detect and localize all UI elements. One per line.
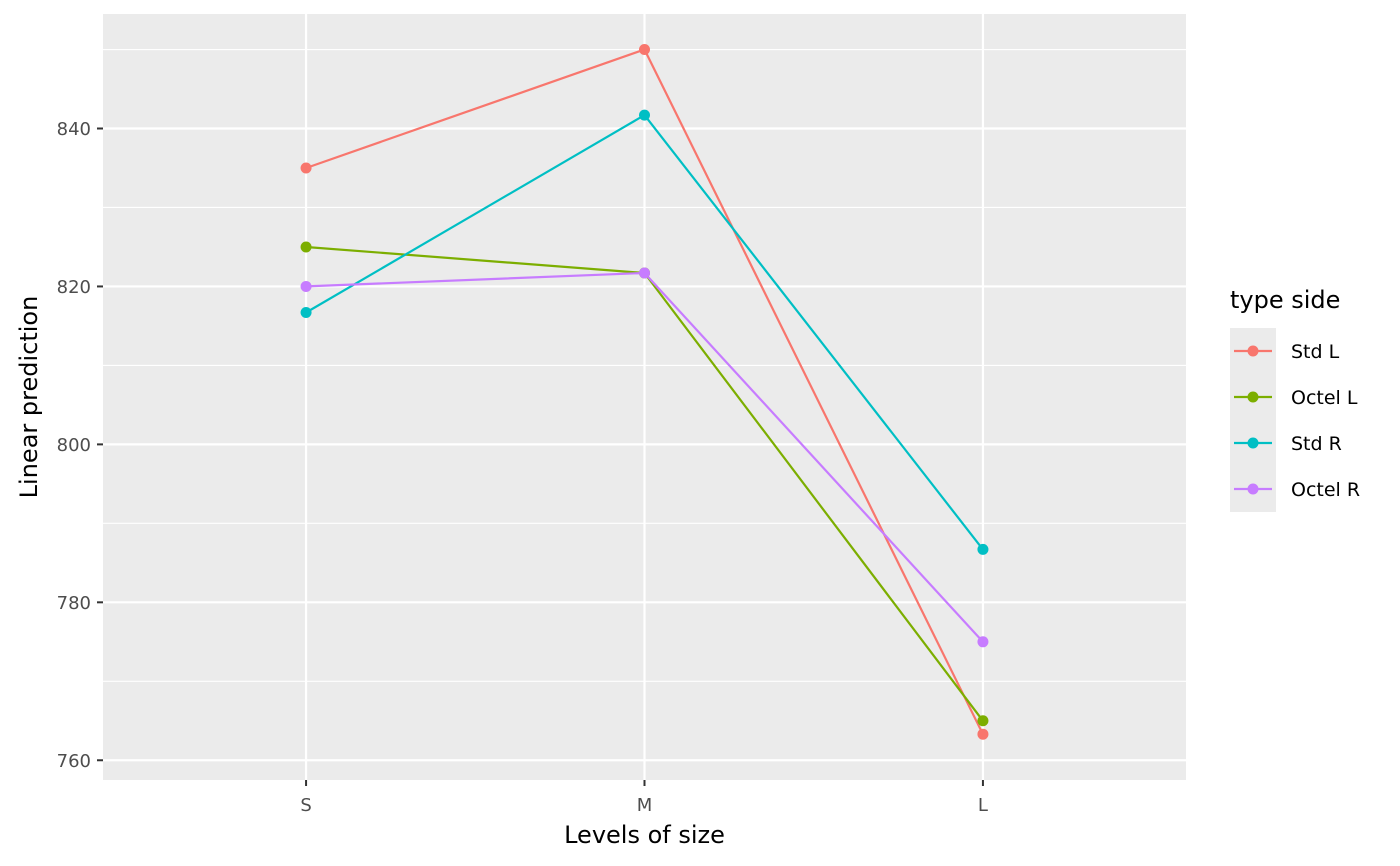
data-point xyxy=(300,162,312,174)
data-point xyxy=(977,715,989,727)
legend-label: Octel R xyxy=(1291,479,1360,501)
data-point xyxy=(639,44,650,56)
legend: type side Std L Octel L Std R Octel R xyxy=(1230,286,1360,512)
y-tick-label: 780 xyxy=(57,593,91,614)
legend-items: Std L Octel L Std R Octel R xyxy=(1230,328,1360,512)
legend-label: Std R xyxy=(1291,433,1342,455)
y-tick-label: 840 xyxy=(57,119,91,140)
y-tick-label: 800 xyxy=(57,435,91,456)
data-point xyxy=(639,267,650,279)
x-tick-label: S xyxy=(300,795,311,816)
legend-key-point xyxy=(1247,483,1259,495)
x-tick-label: L xyxy=(978,795,988,816)
data-point xyxy=(639,109,650,121)
legend-key-point xyxy=(1247,437,1259,449)
data-point xyxy=(300,307,312,319)
x-tick-label: M xyxy=(637,795,653,816)
data-point xyxy=(300,280,312,292)
y-axis-title: Linear prediction xyxy=(15,296,43,499)
legend-key-point xyxy=(1247,345,1259,357)
legend-label: Std L xyxy=(1291,341,1340,363)
x-axis-title: Levels of size xyxy=(564,821,725,849)
y-tick-label: 760 xyxy=(57,751,91,772)
data-point xyxy=(977,543,989,555)
data-point xyxy=(977,728,989,740)
y-tick-label: 820 xyxy=(57,277,91,298)
legend-label: Octel L xyxy=(1291,387,1358,409)
series-points xyxy=(300,44,989,740)
y-axis: 760 780 800 820 840 xyxy=(57,119,103,772)
data-point xyxy=(977,636,989,648)
grid-major xyxy=(103,14,1186,780)
legend-key-point xyxy=(1247,391,1259,403)
data-point xyxy=(300,241,312,253)
legend-title: type side xyxy=(1230,286,1340,314)
